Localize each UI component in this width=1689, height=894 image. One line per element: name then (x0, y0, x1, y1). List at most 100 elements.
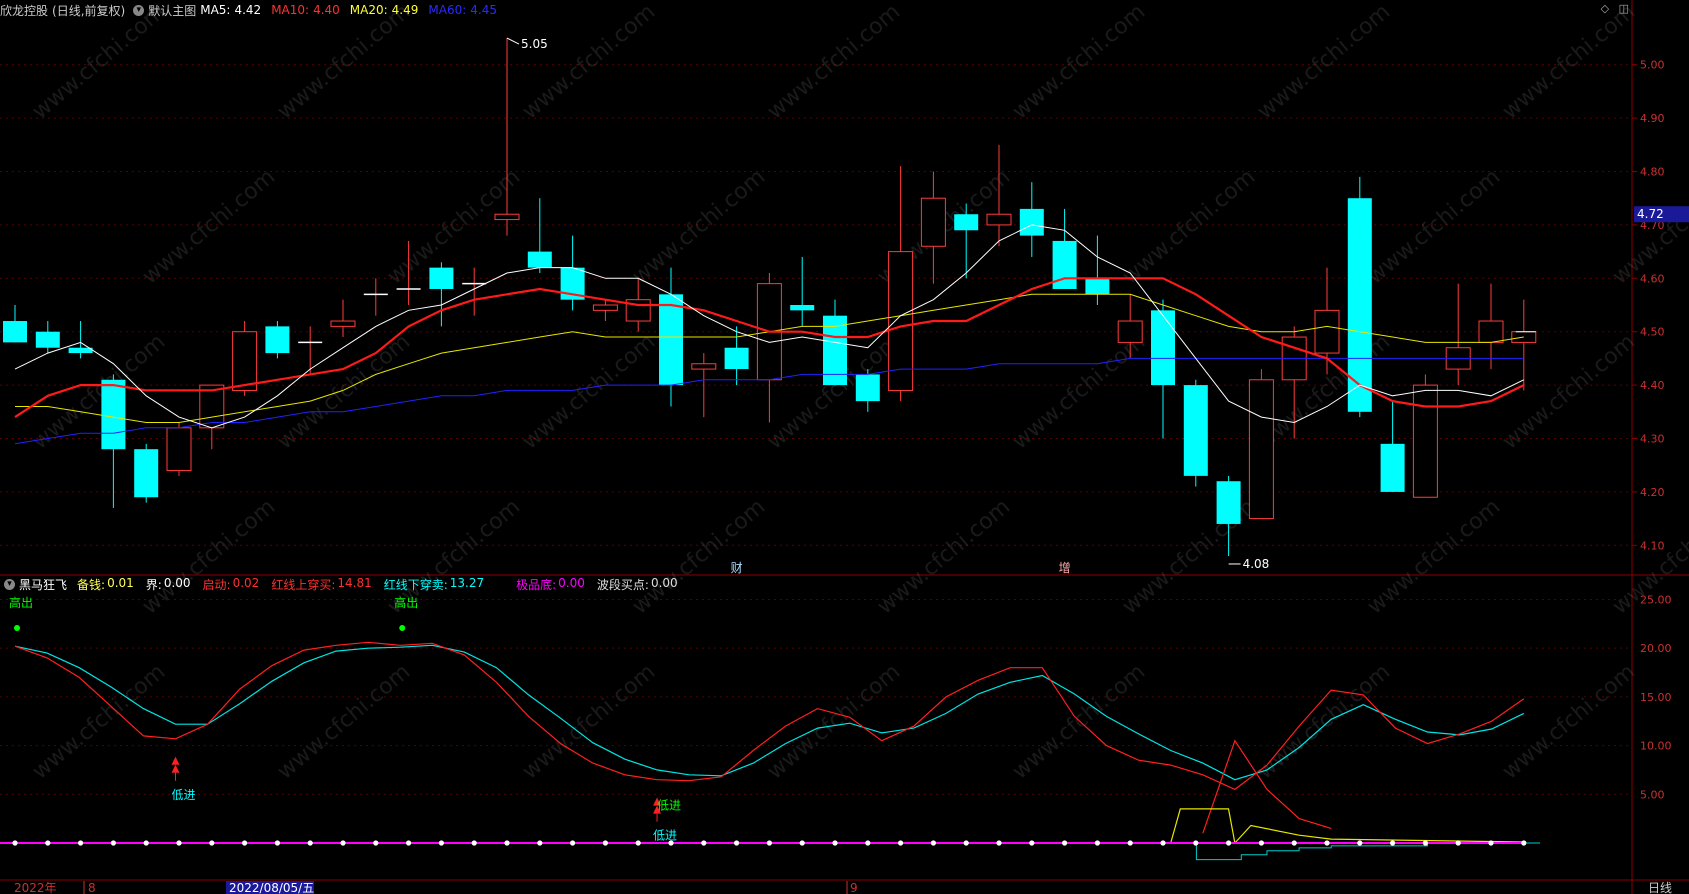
candle-up (1248, 379, 1274, 520)
sub-baseline-dot (865, 840, 871, 846)
ma60-value: 4.45 (470, 3, 497, 17)
sub-tick-label: 5.00 (1640, 788, 1665, 801)
watermark-text: www.cfchi.com (273, 659, 415, 784)
candle-down (1347, 198, 1372, 412)
sub-baseline-dot (1226, 840, 1232, 846)
candle-down (954, 214, 979, 231)
sub-baseline-dot (963, 840, 969, 846)
watermark-text: www.cfchi.com (1253, 659, 1395, 784)
indicator-name[interactable]: 黑马狂飞 (19, 577, 68, 592)
ma20-value: 4.49 (391, 3, 419, 17)
candle-down (1380, 443, 1405, 492)
ma10-value: 4.40 (313, 3, 340, 17)
candle-up (166, 427, 192, 472)
sub-baseline-dot (1160, 840, 1166, 846)
sub-baseline-dot (438, 840, 444, 846)
sub-baseline-dot (340, 840, 346, 846)
sub-baseline-dot (143, 840, 149, 846)
sub-baseline-dot (996, 840, 1002, 846)
candle-down (1183, 385, 1208, 476)
sub-baseline-dot (1324, 840, 1330, 846)
candle-down (35, 331, 60, 348)
ma20-label: MA20: (349, 3, 388, 17)
period-label: 日线 (1648, 881, 1672, 894)
sub-baseline-dot (537, 840, 543, 846)
sub-baseline-dot (274, 840, 280, 846)
ma60-label: MA60: (428, 3, 467, 17)
sub-baseline-dot (1258, 840, 1264, 846)
date-cursor-label: 2022/08/05/五 (229, 881, 314, 894)
current-price-label: 4.72 (1637, 207, 1664, 221)
sub-baseline-dot (602, 840, 609, 846)
candle-down (1019, 208, 1044, 236)
low-signal-arrow (653, 805, 662, 814)
candle-up (888, 251, 914, 391)
diamond-icon[interactable]: ◇ (1600, 2, 1610, 15)
indicator-value-4: 13.27 (449, 575, 485, 590)
sub-baseline-dot (635, 840, 641, 846)
sub-baseline-dot (110, 840, 116, 846)
indicator-label-6: 波段买点: (596, 577, 649, 592)
sub-spike-line (1202, 739, 1332, 834)
template-name[interactable]: 默认主图 (148, 3, 197, 18)
watermark-text: www.cfchi.com (1363, 494, 1505, 619)
sub-baseline-dot (373, 840, 379, 846)
sub-tick-label: 15.00 (1640, 691, 1672, 704)
stock-name[interactable]: 欣龙控股 (0, 3, 49, 18)
candle-up (1117, 320, 1143, 343)
sub-tick-label: 20.00 (1640, 642, 1672, 655)
indicator-value-3: 14.81 (337, 575, 372, 590)
candle-down (134, 449, 159, 498)
low-signal-label: 低进 (653, 829, 677, 843)
sub-baseline-dot (1094, 840, 1100, 846)
panel-toggle-icon[interactable]: ◫ (1618, 2, 1629, 15)
sub-tick-label: 10.00 (1640, 740, 1672, 753)
price-tick-label: 4.40 (1640, 379, 1665, 392)
sub-baseline-dot (1357, 840, 1363, 846)
date-label-year: 2022年 (14, 881, 57, 894)
watermark-text: www.cfchi.com (1363, 164, 1505, 289)
candle-up (691, 363, 717, 370)
candle-up (330, 320, 356, 327)
window-controls: ◇ ◫ (1595, 2, 1629, 15)
sub-baseline-dot (406, 840, 412, 846)
indicator-dropdown-icon[interactable]: ▾ (4, 578, 15, 590)
indicator-label-0: 备钱: (77, 577, 106, 592)
watermark-text: www.cfchi.com (763, 659, 905, 784)
candle-down (527, 251, 552, 268)
sub-baseline-dot (209, 840, 215, 846)
candle-down (823, 315, 847, 386)
main-chart-header: 欣龙控股 (日线,前复权) ▾ 默认主图 MA5: 4.42 MA10: 4.40 … (0, 0, 1630, 20)
watermark-text: www.cfchi.com (28, 329, 170, 454)
watermark-text: www.cfchi.com (1498, 329, 1640, 454)
candle-up (1314, 309, 1340, 354)
sub-baseline-dot (734, 840, 740, 846)
watermark-text: www.cfchi.com (518, 329, 660, 454)
candle-up (920, 197, 946, 247)
price-tick-label: 4.50 (1640, 326, 1665, 339)
watermark-text: www.cfchi.com (1498, 659, 1640, 784)
high-pointer (506, 37, 520, 45)
indicator-values: 备钱: 0.01 界: 0.00 启动: 0.02 红线上穿买: 14.81 红线下穿卖: 13.… (77, 576, 690, 593)
date-label-month: 8 (88, 881, 96, 894)
date-label-month: 9 (850, 881, 858, 894)
indicator-value-2: 0.02 (232, 575, 260, 590)
watermark-text: www.cfchi.com (518, 659, 660, 784)
ma10-label: MA10: (271, 3, 310, 17)
sub-red-line (14, 641, 1525, 791)
sub-baseline-dot (1029, 840, 1035, 846)
candle-down (1216, 481, 1241, 524)
sub-baseline-dot (1062, 840, 1068, 846)
sub-baseline-dot (1291, 840, 1297, 846)
candle-down (790, 305, 815, 311)
candle-up (494, 213, 520, 221)
sub-baseline-dot (1455, 840, 1461, 846)
price-tick-label: 4.80 (1640, 166, 1665, 179)
indicator-value-1: 0.00 (163, 575, 191, 590)
template-dropdown-icon[interactable]: ▾ (133, 4, 145, 16)
watermark-text: www.cfchi.com (1008, 329, 1150, 454)
ma10-line (14, 277, 1525, 419)
price-tick-label: 4.10 (1640, 539, 1665, 552)
low-signal-arrow (653, 797, 662, 806)
